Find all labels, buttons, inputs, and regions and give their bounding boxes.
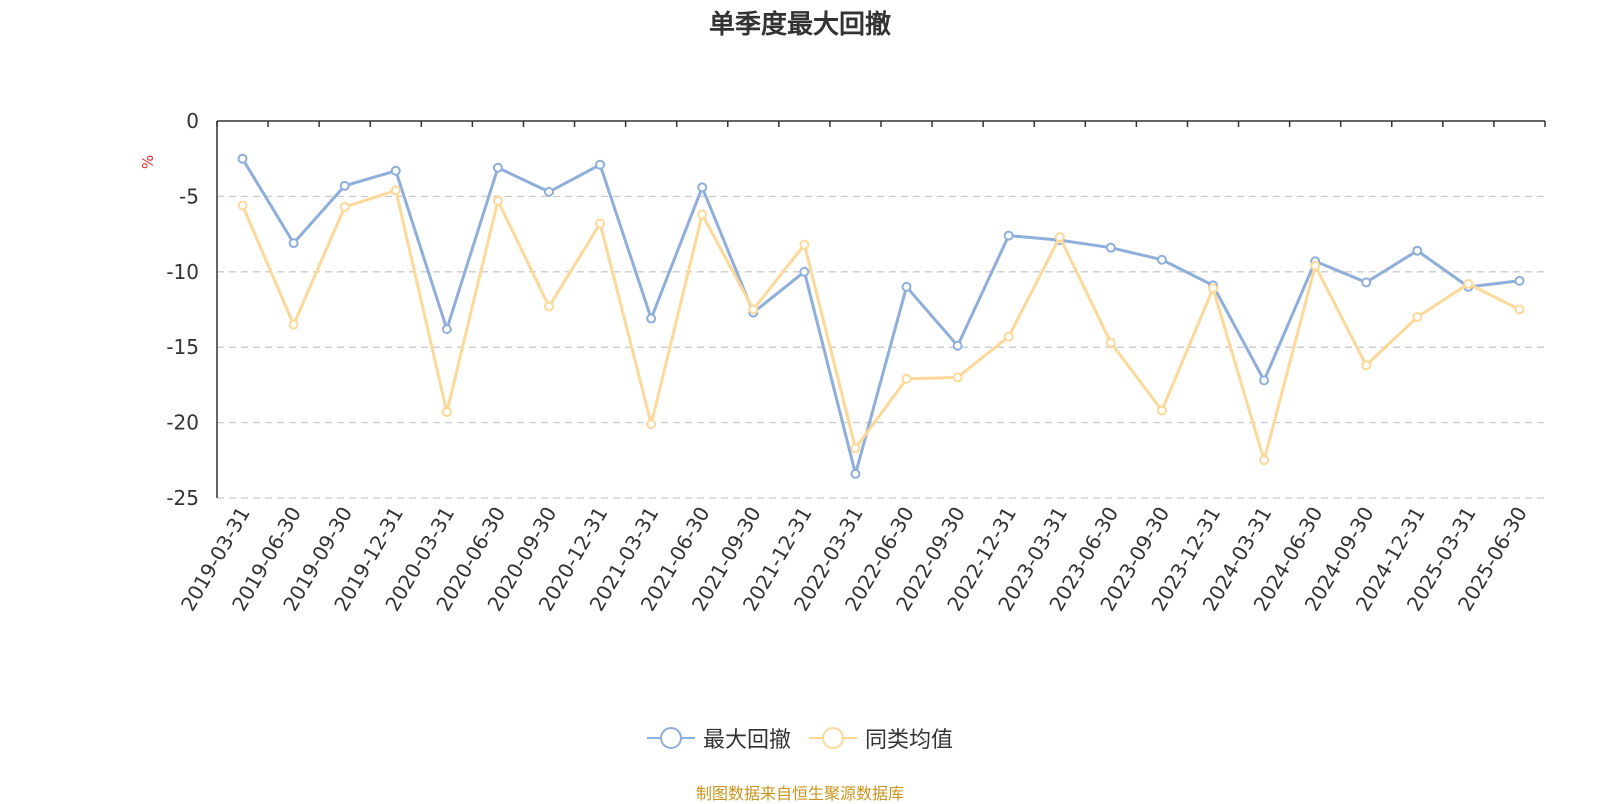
data-point	[748, 304, 759, 315]
data-point	[595, 159, 606, 170]
data-point	[1156, 405, 1167, 416]
data-point	[1514, 304, 1525, 315]
data-point	[492, 162, 503, 173]
legend-item[interactable]: 同类均值	[809, 722, 953, 754]
data-point	[339, 180, 350, 191]
data-point	[1156, 254, 1167, 265]
data-point	[1105, 242, 1116, 253]
data-point	[799, 266, 810, 277]
data-point	[1003, 331, 1014, 342]
data-point	[544, 301, 554, 312]
data-point	[799, 239, 810, 250]
data-point	[441, 407, 452, 418]
legend-line-circle-icon	[809, 727, 857, 749]
data-point	[1361, 277, 1372, 288]
y-tick-label: -25	[166, 486, 199, 510]
data-point	[237, 153, 248, 164]
legend: 最大回撤 同类均值	[0, 722, 1600, 754]
y-axis-unit-label: %	[139, 155, 157, 169]
data-point	[1208, 283, 1218, 294]
axes: 0-5-10-15-20-252019-03-312019-06-302019-…	[166, 109, 1546, 615]
data-point	[1361, 360, 1372, 371]
data-point	[390, 185, 401, 196]
data-point	[1412, 312, 1423, 323]
y-tick-label: -15	[166, 335, 199, 359]
data-point	[901, 373, 912, 384]
data-point	[288, 238, 299, 249]
data-point	[1514, 275, 1525, 286]
data-point	[697, 209, 708, 220]
data-point	[595, 218, 606, 229]
series-line-0	[241, 157, 1520, 476]
data-point	[1259, 375, 1270, 386]
data-point	[952, 340, 963, 351]
data-point	[952, 372, 963, 383]
y-tick-label: -5	[179, 184, 199, 208]
chart-title: 单季度最大回撤	[708, 10, 891, 40]
data-point	[237, 200, 248, 211]
legend-item[interactable]: 最大回撤	[646, 722, 791, 754]
data-point	[1259, 455, 1270, 466]
data-point	[850, 443, 861, 454]
data-point	[441, 324, 452, 335]
data-point	[1105, 337, 1116, 348]
data-point	[697, 182, 708, 193]
legend-label: 同类均值	[865, 728, 954, 753]
data-point	[544, 186, 554, 197]
y-tick-label: -10	[166, 260, 199, 284]
data-point	[1412, 245, 1423, 256]
grid-lines	[217, 195, 1545, 499]
legend-label: 最大回撤	[702, 728, 791, 753]
data-point	[1054, 232, 1065, 243]
data-point	[1310, 260, 1321, 271]
source-note: 制图数据来自恒生聚源数据库	[695, 784, 904, 803]
data-point	[492, 195, 503, 206]
y-tick-label: 0	[186, 109, 199, 133]
data-point	[390, 165, 401, 176]
data-point	[288, 319, 299, 330]
data-point	[850, 468, 861, 479]
data-point	[1003, 230, 1014, 241]
data-point	[646, 419, 657, 430]
series-lines	[237, 153, 1525, 479]
data-point	[339, 201, 350, 212]
y-tick-label: -20	[166, 411, 199, 435]
legend-line-circle-icon	[646, 727, 695, 749]
data-point	[901, 281, 912, 292]
data-point	[1463, 278, 1474, 289]
series-line-1	[241, 188, 1521, 462]
data-point	[646, 313, 657, 324]
